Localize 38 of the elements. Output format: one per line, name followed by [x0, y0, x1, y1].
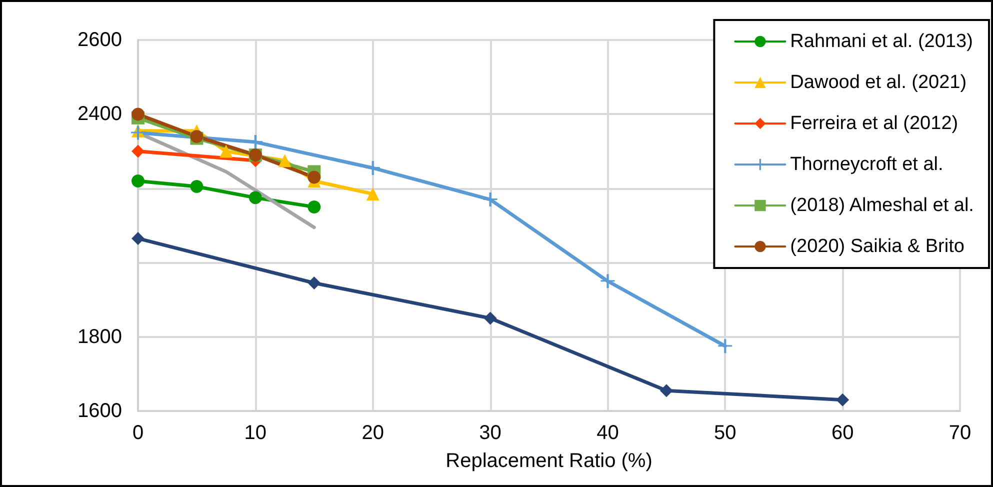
x-tick-label: 0	[132, 422, 144, 444]
legend-label: (2020) Saikia & Brito	[790, 236, 964, 257]
x-tick-label: 60	[831, 422, 854, 444]
x-tick-label: 10	[244, 422, 267, 444]
y-tick-label: 1800	[78, 326, 122, 348]
point	[190, 180, 204, 194]
point	[366, 160, 380, 175]
point	[366, 187, 380, 200]
point	[132, 108, 144, 121]
point	[278, 154, 292, 168]
y-tick-label: 2400	[78, 103, 122, 126]
legend-label: Dawood et al. (2021)	[790, 72, 967, 93]
legend-label: (2018) Almeshal et al.	[790, 195, 974, 216]
point	[308, 200, 321, 214]
legend-label: Rahmani et al. (2013)	[790, 31, 973, 52]
point	[483, 192, 498, 207]
point	[248, 191, 262, 204]
point	[484, 312, 497, 325]
point	[308, 170, 321, 184]
point	[660, 384, 673, 398]
x-tick-label: 20	[362, 422, 384, 444]
x-axis-title: Replacement Ratio (%)	[446, 450, 652, 472]
point	[836, 393, 850, 406]
point	[308, 276, 321, 290]
x-tick-label: 30	[479, 422, 502, 444]
x-tick-label: 50	[714, 422, 736, 444]
point	[600, 274, 615, 288]
x-tick-label: 70	[948, 422, 972, 444]
legend-label: Thorneycroft et al.	[790, 154, 944, 175]
point	[718, 339, 732, 354]
point	[220, 144, 233, 158]
y-tick-label: 2600	[78, 29, 122, 51]
legend-label: Ferreira et al (2012)	[790, 113, 958, 134]
point	[132, 144, 144, 158]
point	[132, 232, 144, 245]
point	[132, 174, 144, 188]
y-tick-label: 1600	[78, 400, 122, 422]
x-tick-label: 40	[596, 422, 619, 444]
